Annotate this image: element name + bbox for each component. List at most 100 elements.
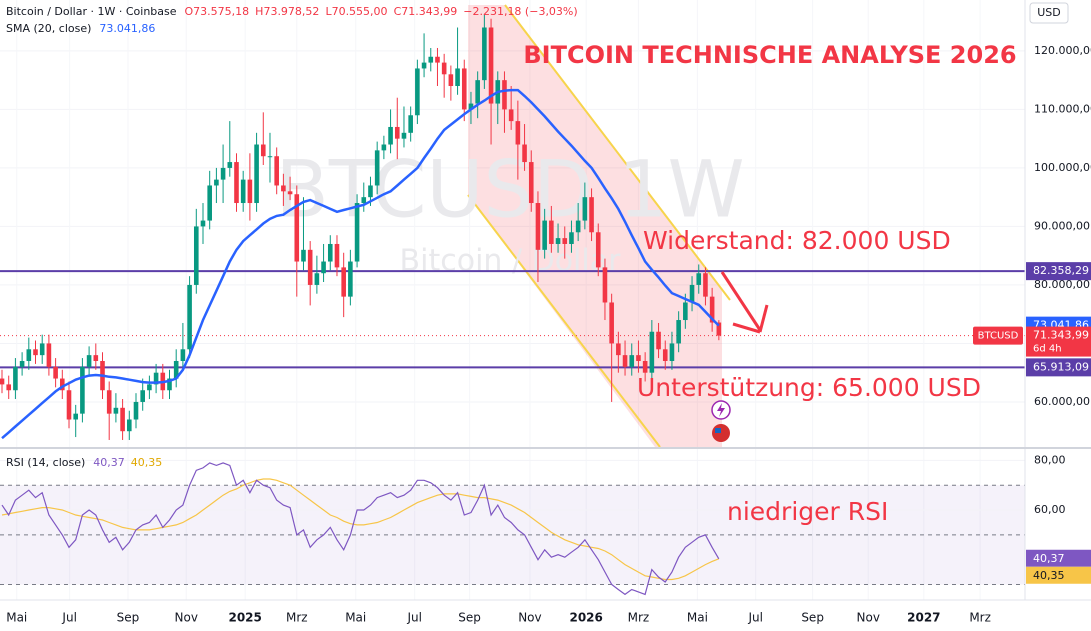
channel-lower	[467, 194, 661, 448]
candle-body	[247, 179, 253, 204]
x-tick-label: Mrz	[286, 611, 308, 625]
plot	[0, 14, 1025, 596]
candle-body	[582, 197, 588, 221]
candle-body	[515, 121, 521, 145]
close: C71.343,99	[394, 5, 458, 18]
y-tick-label: 60.000,00	[1034, 395, 1090, 408]
candle-body	[535, 203, 541, 250]
candle-body	[394, 126, 400, 139]
channel-upper	[504, 4, 731, 301]
candle-body	[193, 226, 199, 285]
candle-body	[716, 322, 722, 336]
x-tick-label: Sep	[458, 611, 481, 625]
candle-body	[502, 80, 507, 110]
candle-body	[575, 220, 581, 233]
candle-body	[86, 355, 92, 367]
candle-body	[153, 372, 159, 385]
candle-body	[475, 80, 480, 104]
sma-name: SMA (20, close)	[6, 22, 91, 35]
symbol-label: BTCUSD	[978, 331, 1019, 342]
candle-body	[602, 267, 608, 303]
candle-body	[173, 360, 179, 379]
x-tick-label: Mai	[345, 611, 366, 625]
candle-body	[361, 197, 367, 204]
event-icon-bolt	[717, 403, 725, 417]
x-tick-label: Jul	[406, 611, 421, 625]
candle-body	[140, 390, 145, 402]
rsi-label-box	[1026, 549, 1091, 567]
y-tick-label: 120.000,00	[1034, 44, 1091, 57]
candle-body	[348, 261, 353, 297]
arrow-head	[732, 322, 761, 334]
watermark-sub: Bitcoin / Dollar	[400, 244, 622, 279]
candle-body	[60, 378, 65, 391]
last-price-box	[1026, 326, 1091, 357]
level-label: 82.358,29	[1033, 264, 1089, 277]
header-line: Bitcoin / Dollar · 1W · Coinbase O73.575,…	[6, 5, 578, 18]
candle-body	[656, 331, 661, 350]
x-tick-label: Mrz	[628, 611, 650, 625]
candle-body	[468, 103, 474, 110]
candle-body	[0, 378, 5, 385]
candle-body	[482, 27, 487, 81]
high: H73.978,52	[255, 5, 319, 18]
candle-body	[455, 68, 460, 87]
candle-body	[341, 267, 346, 297]
candle-body	[327, 243, 333, 262]
candle-body	[187, 284, 192, 350]
grid	[0, 50, 1025, 585]
sma-value: 73.041,86	[99, 22, 155, 35]
candle-body	[689, 284, 695, 303]
support-note: Unterstützung: 65.000 USD	[637, 373, 981, 402]
candle-body	[461, 68, 467, 110]
candle-body	[80, 366, 85, 414]
candle-body	[240, 179, 246, 204]
rsi-ma-label-box	[1026, 566, 1091, 584]
level-label-box	[1026, 262, 1091, 281]
candle-body	[220, 167, 226, 180]
candle-body	[33, 349, 38, 356]
x-tick-label: Nov	[857, 611, 880, 625]
candle-body	[368, 185, 373, 198]
candle-body	[6, 384, 12, 391]
sma-header: SMA (20, close) 73.041,86	[6, 22, 155, 35]
rsi-ma-line	[1, 478, 720, 581]
candle-body	[39, 343, 45, 356]
candle-body	[696, 273, 702, 285]
candle-body	[703, 273, 708, 297]
candle-body	[415, 68, 420, 116]
candle-body	[528, 162, 534, 204]
candle-body	[508, 109, 514, 122]
candle-body	[676, 320, 681, 344]
candle-body	[662, 349, 668, 361]
candle-body	[595, 232, 601, 268]
rsi-header: RSI (14, close) 40,37 40,35	[6, 456, 162, 469]
candle-body	[106, 390, 112, 414]
candle-body	[13, 366, 18, 391]
rsi-ma-label: 40,35	[1033, 569, 1065, 582]
candle-body	[629, 355, 635, 367]
last-price-label: 71.343,99	[1033, 329, 1089, 342]
candle-body	[589, 197, 594, 233]
candle-body	[636, 355, 641, 361]
candle-body	[354, 203, 360, 262]
candle-body	[281, 185, 286, 192]
candle-body	[167, 378, 172, 391]
currency-box[interactable]	[1029, 2, 1069, 24]
countdown-label: 6d 4h	[1033, 344, 1062, 355]
rsi-value: 40,37	[93, 456, 125, 469]
candle-body	[642, 360, 648, 373]
x-tick-label: 2027	[907, 611, 940, 625]
resistance-note: Widerstand: 82.000 USD	[643, 226, 951, 255]
rsi-tick-label: 80,00	[1034, 453, 1066, 466]
candle-body	[428, 56, 434, 63]
candle-body	[254, 144, 259, 204]
candle-body	[274, 156, 279, 186]
x-tick-label: 2025	[228, 611, 261, 625]
y-tick-label: 110.000,00	[1034, 102, 1091, 115]
x-tick-label: Nov	[175, 611, 198, 625]
rsi-name: RSI (14, close)	[6, 456, 85, 469]
sma-line	[1, 88, 720, 440]
